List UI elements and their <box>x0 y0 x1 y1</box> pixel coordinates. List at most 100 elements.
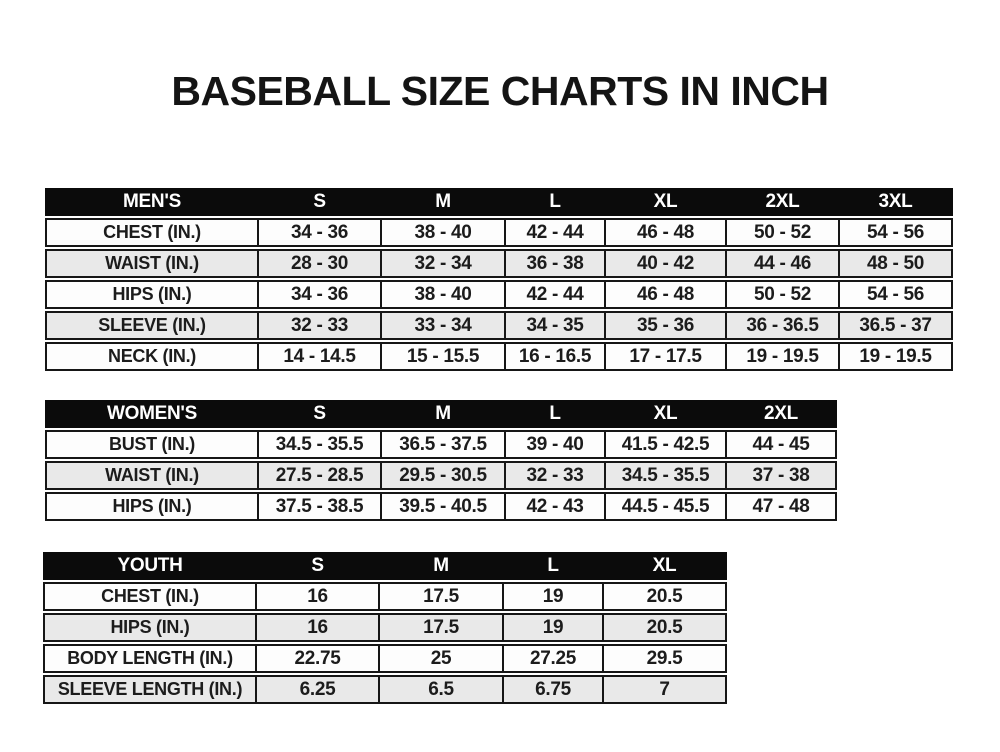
column-header-l: L <box>504 190 604 214</box>
size-value-cell: 16 <box>255 584 378 609</box>
table-row: HIPS (IN.) 16 17.5 19 20.5 <box>43 613 727 642</box>
size-value-cell: 38 - 40 <box>380 220 504 245</box>
size-value-cell: 36 - 36.5 <box>725 313 838 338</box>
size-value-cell: 20.5 <box>602 615 725 640</box>
table-row: SLEEVE LENGTH (IN.) 6.25 6.5 6.75 7 <box>43 675 727 704</box>
size-value-cell: 17 - 17.5 <box>604 344 725 369</box>
size-value-cell: 16 - 16.5 <box>504 344 604 369</box>
size-value-cell: 46 - 48 <box>604 282 725 307</box>
size-value-cell: 42 - 44 <box>504 282 604 307</box>
size-value-cell: 39 - 40 <box>504 432 604 457</box>
size-value-cell: 20.5 <box>602 584 725 609</box>
column-header-3xl: 3XL <box>838 190 951 214</box>
column-header-xl: XL <box>604 402 725 426</box>
size-value-cell: 6.5 <box>378 677 502 702</box>
size-value-cell: 38 - 40 <box>380 282 504 307</box>
size-value-cell: 17.5 <box>378 615 502 640</box>
size-value-cell: 16 <box>255 615 378 640</box>
size-value-cell: 44.5 - 45.5 <box>604 494 725 519</box>
size-value-cell: 27.5 - 28.5 <box>257 463 380 488</box>
table-row: SLEEVE (IN.) 32 - 33 33 - 34 34 - 35 35 … <box>45 311 953 340</box>
size-value-cell: 41.5 - 42.5 <box>604 432 725 457</box>
size-value-cell: 6.25 <box>255 677 378 702</box>
size-value-cell: 37.5 - 38.5 <box>257 494 380 519</box>
column-header-2xl: 2XL <box>725 190 838 214</box>
row-label-cell: HIPS (IN.) <box>112 496 192 516</box>
table-row: NECK (IN.) 14 - 14.5 15 - 15.5 16 - 16.5… <box>45 342 953 371</box>
size-value-cell: 32 - 33 <box>257 313 380 338</box>
size-value-cell: 37 - 38 <box>725 463 835 488</box>
size-value-cell: 34.5 - 35.5 <box>257 432 380 457</box>
table-title-cell: WOMEN'S <box>106 403 198 424</box>
womens-size-table: WOMEN'S S M L XL 2XL BUST (IN.) 34.5 - 3… <box>45 400 837 523</box>
table-row: HIPS (IN.) 37.5 - 38.5 39.5 - 40.5 42 - … <box>45 492 837 521</box>
row-label-cell: NECK (IN.) <box>108 346 196 366</box>
column-header-s: S <box>257 190 380 214</box>
size-value-cell: 19 - 19.5 <box>838 344 951 369</box>
size-value-cell: 19 <box>502 584 602 609</box>
column-header-s: S <box>255 554 378 578</box>
size-value-cell: 48 - 50 <box>838 251 951 276</box>
size-value-cell: 54 - 56 <box>838 282 951 307</box>
row-label-cell: WAIST (IN.) <box>105 465 199 485</box>
size-value-cell: 34.5 - 35.5 <box>604 463 725 488</box>
size-value-cell: 42 - 43 <box>504 494 604 519</box>
mens-size-table: MEN'S S M L XL 2XL 3XL CHEST (IN.) 34 - … <box>45 188 953 373</box>
size-value-cell: 54 - 56 <box>838 220 951 245</box>
size-value-cell: 36.5 - 37.5 <box>380 432 504 457</box>
row-label-cell: CHEST (IN.) <box>101 586 199 606</box>
row-label-cell: SLEEVE LENGTH (IN.) <box>57 679 243 699</box>
row-label-cell: WAIST (IN.) <box>105 253 199 273</box>
size-value-cell: 44 - 46 <box>725 251 838 276</box>
table-row: BUST (IN.) 34.5 - 35.5 36.5 - 37.5 39 - … <box>45 430 837 459</box>
row-label-cell: BODY LENGTH (IN.) <box>67 648 233 668</box>
row-label-cell: HIPS (IN.) <box>110 617 190 637</box>
size-value-cell: 33 - 34 <box>380 313 504 338</box>
column-header-m: M <box>378 554 502 578</box>
table-row: WAIST (IN.) 27.5 - 28.5 29.5 - 30.5 32 -… <box>45 461 837 490</box>
size-value-cell: 46 - 48 <box>604 220 725 245</box>
size-value-cell: 34 - 36 <box>257 282 380 307</box>
table-row: CHEST (IN.) 34 - 36 38 - 40 42 - 44 46 -… <box>45 218 953 247</box>
column-header-xl: XL <box>602 554 725 578</box>
youth-size-table: YOUTH S M L XL CHEST (IN.) 16 17.5 19 20… <box>43 552 727 706</box>
table-row: HIPS (IN.) 34 - 36 38 - 40 42 - 44 46 - … <box>45 280 953 309</box>
size-value-cell: 25 <box>378 646 502 671</box>
size-value-cell: 7 <box>602 677 725 702</box>
table-row: BODY LENGTH (IN.) 22.75 25 27.25 29.5 <box>43 644 727 673</box>
size-value-cell: 40 - 42 <box>604 251 725 276</box>
size-value-cell: 29.5 <box>602 646 725 671</box>
size-value-cell: 19 <box>502 615 602 640</box>
womens-header-row: WOMEN'S S M L XL 2XL <box>45 400 837 428</box>
size-value-cell: 47 - 48 <box>725 494 835 519</box>
column-header-l: L <box>504 402 604 426</box>
size-value-cell: 32 - 33 <box>504 463 604 488</box>
size-value-cell: 14 - 14.5 <box>257 344 380 369</box>
column-header-xl: XL <box>604 190 725 214</box>
table-title-cell: YOUTH <box>117 555 183 576</box>
size-value-cell: 6.75 <box>502 677 602 702</box>
size-value-cell: 17.5 <box>378 584 502 609</box>
size-value-cell: 28 - 30 <box>257 251 380 276</box>
size-value-cell: 29.5 - 30.5 <box>380 463 504 488</box>
row-label-cell: CHEST (IN.) <box>103 222 201 242</box>
size-value-cell: 39.5 - 40.5 <box>380 494 504 519</box>
column-header-m: M <box>380 402 504 426</box>
youth-header-row: YOUTH S M L XL <box>43 552 727 580</box>
column-header-2xl: 2XL <box>725 402 835 426</box>
size-value-cell: 50 - 52 <box>725 282 838 307</box>
size-value-cell: 36 - 38 <box>504 251 604 276</box>
size-value-cell: 42 - 44 <box>504 220 604 245</box>
size-value-cell: 19 - 19.5 <box>725 344 838 369</box>
size-value-cell: 34 - 35 <box>504 313 604 338</box>
table-row: CHEST (IN.) 16 17.5 19 20.5 <box>43 582 727 611</box>
column-header-s: S <box>257 402 380 426</box>
size-value-cell: 36.5 - 37 <box>838 313 951 338</box>
size-value-cell: 22.75 <box>255 646 378 671</box>
size-value-cell: 50 - 52 <box>725 220 838 245</box>
row-label-cell: HIPS (IN.) <box>112 284 192 304</box>
size-value-cell: 44 - 45 <box>725 432 835 457</box>
size-value-cell: 32 - 34 <box>380 251 504 276</box>
size-value-cell: 34 - 36 <box>257 220 380 245</box>
